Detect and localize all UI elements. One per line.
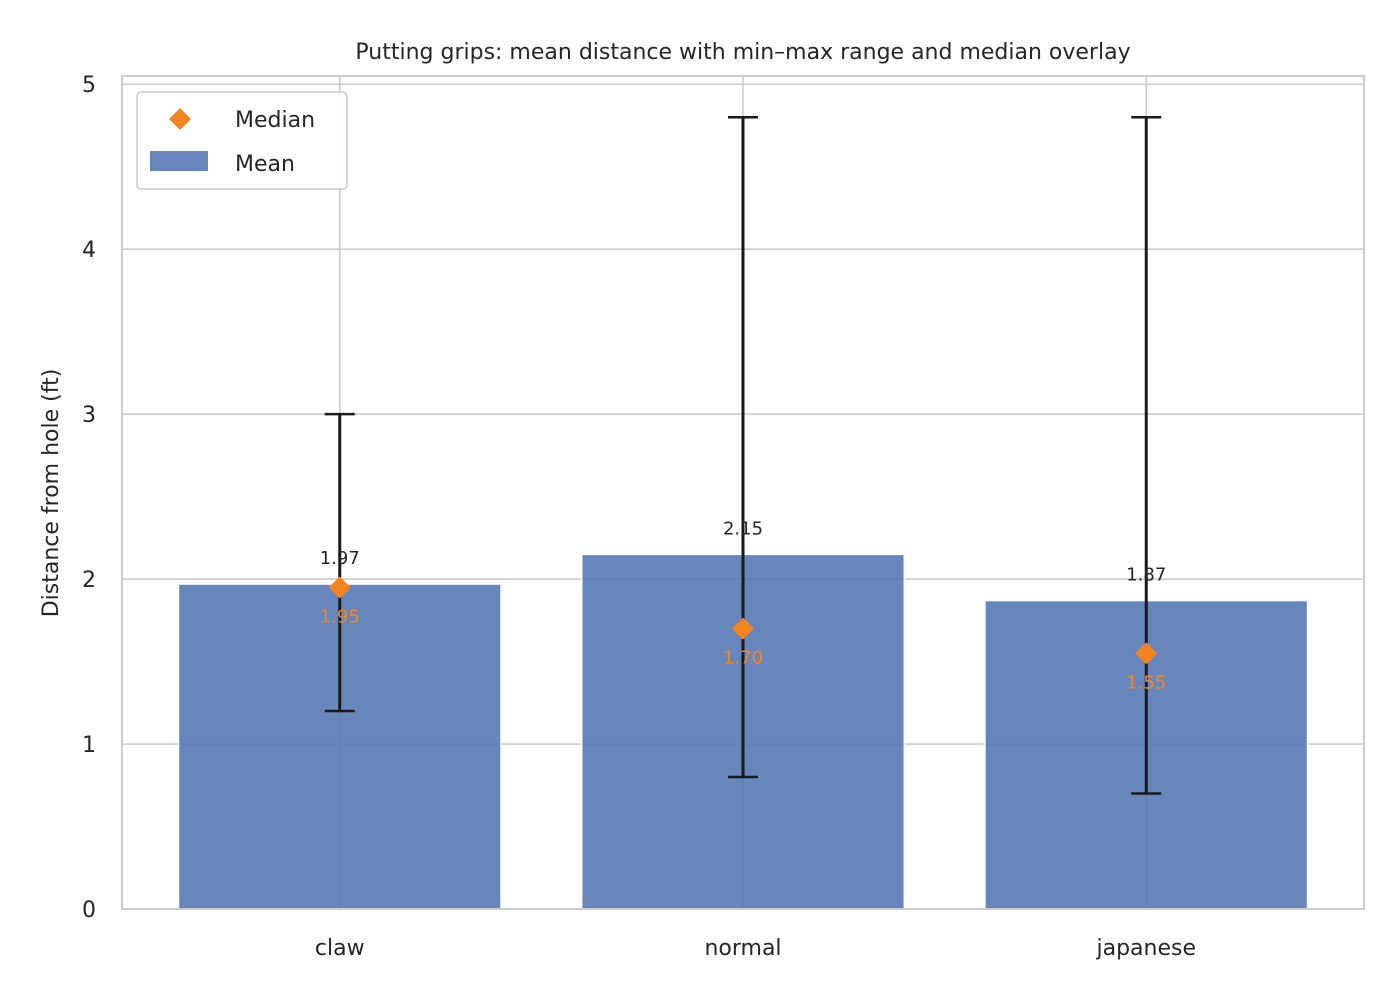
x-tick-label-normal: normal — [704, 936, 781, 961]
legend: Median Mean — [136, 91, 348, 190]
chart-title: Putting grips: mean distance with min–ma… — [355, 40, 1130, 65]
mean-value-label-japanese: 1.87 — [1126, 565, 1166, 586]
y-tick-label: 1 — [82, 733, 96, 758]
y-tick-label: 2 — [82, 568, 96, 593]
y-tick-label: 3 — [82, 403, 96, 428]
legend-mean-swatch — [150, 151, 208, 171]
plot-frame — [121, 75, 1365, 910]
y-tick-labels: 0 1 2 3 4 5 — [82, 73, 96, 923]
median-value-label-japanese: 1.55 — [1126, 672, 1166, 693]
legend-median-marker — [169, 108, 191, 130]
median-markers — [328, 576, 1158, 665]
data-labels: 1.97 1.95 2.15 1.70 1.87 1.55 — [320, 518, 1167, 693]
x-tick-label-japanese: japanese — [1095, 936, 1196, 961]
median-value-label-claw: 1.95 — [320, 606, 360, 627]
y-tick-label: 5 — [82, 73, 96, 98]
y-tick-label: 4 — [82, 238, 96, 263]
median-marker-claw — [328, 576, 351, 599]
median-value-label-normal: 1.70 — [723, 648, 763, 669]
median-marker-normal — [732, 617, 754, 640]
x-tick-labels: claw normal japanese — [315, 936, 1196, 961]
mean-value-label-claw: 1.97 — [320, 548, 360, 569]
y-tick-label: 0 — [82, 898, 96, 923]
legend-median-label: Median — [235, 108, 315, 133]
x-tick-label-claw: claw — [315, 936, 365, 961]
legend-mean-label: Mean — [235, 152, 295, 177]
median-marker-japanese — [1135, 642, 1158, 665]
y-axis-label: Distance from hole (ft) — [39, 369, 64, 618]
range-whiskers — [324, 115, 1162, 795]
mean-value-label-normal: 2.15 — [723, 518, 763, 539]
